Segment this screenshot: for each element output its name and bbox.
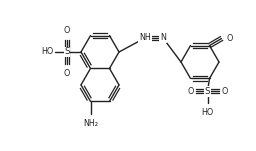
Text: HO: HO	[201, 108, 214, 117]
Text: HO: HO	[41, 48, 53, 56]
Text: O: O	[227, 34, 233, 43]
Text: O: O	[187, 87, 194, 96]
Text: S: S	[205, 87, 210, 96]
Text: O: O	[221, 87, 228, 96]
Text: NH: NH	[139, 34, 151, 42]
Text: O: O	[64, 26, 70, 35]
Text: NH₂: NH₂	[83, 119, 98, 128]
Text: O: O	[64, 69, 70, 78]
Text: N: N	[160, 34, 166, 42]
Text: S: S	[64, 48, 70, 56]
